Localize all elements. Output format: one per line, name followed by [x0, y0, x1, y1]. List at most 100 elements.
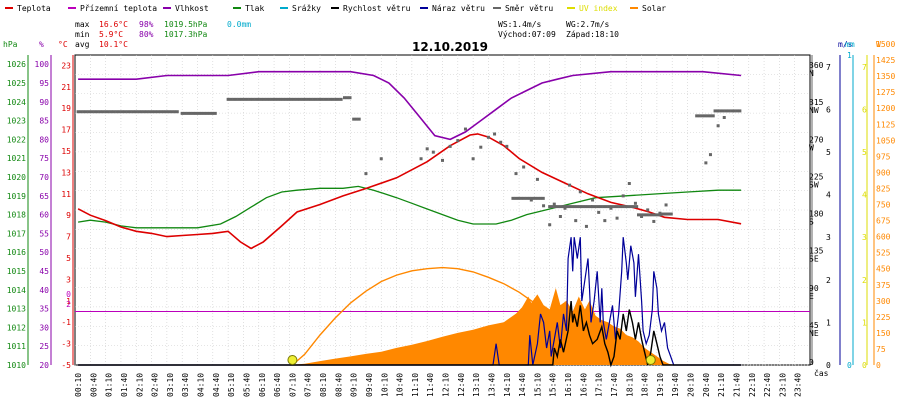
series-winddir-point — [578, 190, 582, 194]
axis-w-tick: 450 — [876, 265, 891, 274]
axis-dir-tick: 45 — [809, 321, 819, 330]
series-winddir-point — [703, 114, 707, 118]
series-solar-area — [289, 288, 676, 365]
series-winddir-point — [563, 206, 567, 210]
series-winddir-point — [599, 205, 603, 209]
series-winddir-point — [713, 109, 717, 113]
axis-time-tick: 14:10 — [503, 373, 512, 397]
axis-time-tick: 04:10 — [197, 373, 206, 397]
series-winddir-point — [615, 216, 619, 220]
axis-dir-tick: 135 — [809, 247, 824, 256]
series-winddir-point — [270, 97, 274, 101]
series-winddir-point — [287, 97, 291, 101]
series-winddir-point — [730, 109, 734, 113]
axes: hPa% °C1026102510241023102210211020101910… — [3, 40, 895, 397]
series-winddir-point — [567, 205, 571, 209]
series-winddir-point — [115, 110, 119, 114]
axis-hpa-tick: 1019 — [7, 192, 26, 201]
axis-degc-tick: 5 — [66, 254, 71, 263]
legend-label-solar: Solar — [642, 4, 666, 13]
series-winddir-point — [325, 97, 329, 101]
axis-mm-tick: 0 — [847, 361, 852, 370]
series-winddir-point — [298, 97, 302, 101]
series-winddir-point — [553, 205, 557, 209]
series-winddir-point — [642, 213, 646, 217]
axis-time-tick: 09:10 — [350, 373, 359, 397]
axis-hpa-tick: 1013 — [7, 305, 26, 314]
series-winddir-point — [267, 97, 271, 101]
stat-sunrise: Východ:07:09 — [498, 30, 556, 39]
series-winddir-point — [194, 111, 198, 115]
axis-w-tick: 1125 — [876, 120, 895, 129]
stat-wg: WG:2.7m/s — [566, 20, 610, 29]
series-winddir-point — [596, 205, 600, 209]
series-winddir-point — [243, 97, 247, 101]
series-winddir-point — [586, 205, 590, 209]
axis-w-tick: 900 — [876, 168, 891, 177]
axis-time-tick: 20:10 — [687, 373, 696, 397]
series-winddir-point — [76, 110, 80, 114]
series-winddir-point — [348, 96, 352, 100]
axis-hpa-tick: 1017 — [7, 229, 26, 238]
axis-time-tick: 15:10 — [533, 373, 542, 397]
axis-degc-tick: 15 — [61, 147, 71, 156]
series-winddir-point — [597, 210, 601, 214]
series-winddir-point — [183, 111, 187, 115]
axis-w-tick: 150 — [876, 329, 891, 338]
series-winddir-point — [568, 183, 572, 187]
series-winddir-point — [603, 219, 607, 223]
series-winddir-point — [479, 145, 483, 149]
series-winddir-point — [82, 110, 86, 114]
series-winddir-point — [661, 212, 665, 216]
axis-dir-label: S — [809, 218, 814, 227]
series-winddir-point — [352, 117, 356, 121]
stat-max-rain: 0.0mm — [227, 20, 251, 29]
axis-time-tick: 17:10 — [595, 373, 604, 397]
axis-time-tick: 23:10 — [778, 373, 787, 397]
axis-hpa-unit: hPa — [3, 40, 18, 49]
series-winddir-point — [627, 182, 631, 185]
axis-hpa-tick: 1014 — [7, 286, 26, 295]
series-winddir-point — [306, 97, 310, 101]
axis-time-tick: 08:40 — [334, 373, 343, 397]
axis-dir-tick: 90 — [809, 284, 819, 293]
series-winddir-point — [667, 212, 671, 216]
series-winddir-point — [259, 97, 263, 101]
axis-time-tick: 23:40 — [794, 373, 803, 397]
axis-degc-tick: 21 — [61, 83, 71, 92]
series-winddir-point — [292, 97, 296, 101]
axis-time-tick: 11:10 — [411, 373, 420, 397]
series-winddir-point — [379, 157, 383, 161]
axis-hpa-tick: 1026 — [7, 60, 26, 69]
series-winddir-point — [232, 97, 236, 101]
series-winddir-point — [706, 114, 710, 118]
axis-hpa-tick: 1020 — [7, 173, 26, 182]
stats-block: max 16.6°C 98% 1019.5hPa 0.0mm min 5.9°C… — [75, 20, 619, 49]
series-winddir-point — [697, 114, 701, 118]
series-winddir-point — [539, 196, 542, 200]
axis-degc-tick: 23 — [61, 61, 71, 70]
series-winddir-point — [556, 205, 560, 209]
series-winddir-point — [317, 97, 321, 101]
legend-label-press: Tlak — [245, 4, 264, 13]
axis-dir-label: E — [809, 292, 814, 301]
series-winddir-point — [357, 117, 361, 121]
axis-ms-tick: 4 — [826, 191, 831, 200]
series-winddir-point — [456, 139, 460, 143]
series-winddir-point — [139, 110, 143, 114]
axis-pct-tick: 85 — [39, 117, 49, 126]
axis-time-tick: 13:10 — [472, 373, 481, 397]
series-winddir-point — [548, 205, 552, 209]
series-winddir-point — [128, 110, 132, 114]
series-humidity-line — [78, 70, 742, 141]
series-winddir-point — [548, 223, 552, 227]
series-winddir-point — [514, 172, 518, 176]
series-winddir-point — [112, 110, 116, 114]
series-winddir-point — [609, 206, 613, 210]
series-winddir-point — [162, 110, 166, 114]
series-winddir-point — [593, 205, 597, 209]
series-winddir-point — [320, 97, 324, 101]
axis-deg2-tick: 2 — [66, 300, 71, 309]
stat-max-label: max — [75, 20, 90, 29]
